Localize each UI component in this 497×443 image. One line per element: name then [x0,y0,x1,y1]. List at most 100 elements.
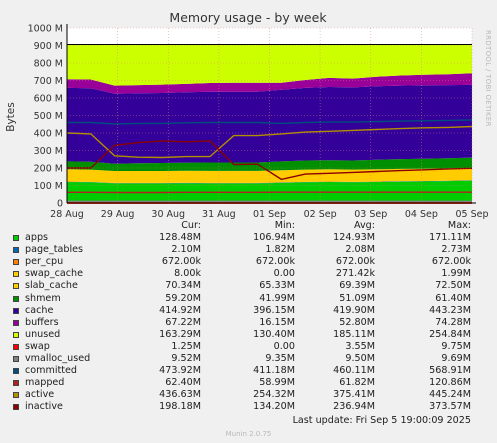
legend-min: 106.94M [253,232,295,244]
legend-cur: 59.20M [165,292,201,304]
legend-row-inactive: inactive 198.18M 134.20M 236.94M 373.57M [0,401,497,413]
x-tick-label: 04 Sep [405,209,438,220]
last-update: Last update: Fri Sep 5 19:00:09 2025 [292,415,471,426]
legend-max: 120.86M [429,377,471,389]
legend-row-vmalloc-used: vmalloc_used 9.52M 9.35M 9.50M 9.69M [0,353,497,365]
legend-max: 672.00k [431,256,471,268]
chart-title: Memory usage - by week [169,10,327,25]
legend-name: swap [25,340,50,352]
legend-name: unused [25,328,61,340]
legend-swatch [13,368,19,375]
legend-row-swap-cache: swap_cache 8.00k 0.00 271.42k 1.99M [0,268,497,280]
line-active [66,125,473,159]
legend-swatch [13,307,19,314]
legend-avg: 375.41M [333,389,375,401]
legend-swatch [13,259,19,266]
y-tick-label: 900 M [34,41,63,52]
legend-row-shmem: shmem 59.20M 41.99M 51.09M 61.40M [0,293,497,305]
munin-version: Munin 2.0.75 [225,430,272,438]
legend-cur: 473.92M [159,365,201,377]
y-tick-label: 300 M [34,146,63,157]
legend-name: inactive [25,401,63,413]
header-avg: Avg: [353,220,375,231]
legend-max: 9.75M [441,340,471,352]
legend-row-committed: committed 473.92M 411.18M 460.11M 568.91M [0,365,497,377]
legend-max: 568.91M [429,365,471,377]
line-committed [67,119,473,125]
legend-max: 171.11M [429,232,471,244]
legend-max: 254.84M [429,328,471,340]
legend-swatch [13,343,19,350]
legend-avg: 672.00k [335,256,375,268]
legend-cur: 128.48M [159,232,201,244]
legend-min: 396.15M [253,304,295,316]
legend-max: 72.50M [435,280,471,292]
legend-row-page-tables: page_tables 2.10M 1.82M 2.08M 2.73M [0,244,497,256]
legend-row-apps: apps 128.48M 106.94M 124.93M 171.11M [0,232,497,244]
legend-min: 130.40M [253,328,295,340]
legend-max: 9.69M [441,353,471,365]
legend-min: 65.33M [259,280,295,292]
legend-name: per_cpu [25,256,64,268]
legend-name: shmem [25,292,61,304]
x-tick-label: 30 Aug [151,209,185,220]
axes: 0 100 M 200 M 300 M 400 M 500 M 600 M 700 M 800 … [28,24,489,221]
line-inactive [67,140,473,181]
legend-cur: 436.63M [159,389,201,401]
legend-swatch [13,319,19,326]
legend: Cur: Min: Avg: Max: apps 128.48M 106.94M 12… [0,220,497,414]
legend-avg: 419.90M [333,304,375,316]
legend-min: 134.20M [253,401,295,413]
legend-avg: 2.08M [345,244,375,256]
legend-name: swap_cache [25,268,84,280]
legend-row-slab-cache: slab_cache 70.34M 65.33M 69.39M 72.50M [0,280,497,292]
legend-row-cache: cache 414.92M 396.15M 419.90M 443.23M [0,305,497,317]
legend-swatch [13,247,19,254]
x-tick-label: 29 Aug [101,209,135,220]
legend-cur: 414.92M [159,304,201,316]
legend-avg: 185.11M [333,328,375,340]
legend-avg: 236.94M [333,401,375,413]
legend-cur: 9.52M [171,353,201,365]
legend-swatch [13,235,19,242]
legend-max: 61.40M [435,292,471,304]
legend-max: 2.73M [441,244,471,256]
y-tick-label: 600 M [34,94,63,105]
legend-row-active: active 436.63M 254.32M 375.41M 445.24M [0,389,497,401]
legend-min: 411.18M [253,365,295,377]
y-tick-label: 100 M [34,181,63,192]
legend-row-swap: swap 1.25M 0.00 3.55M 9.75M [0,341,497,353]
legend-name: buffers [25,316,59,328]
legend-min: 0.00 [273,340,295,352]
legend-swatch [13,283,19,290]
y-tick-label: 1000 M [28,24,63,35]
legend-max: 74.28M [435,316,471,328]
legend-cur: 70.34M [165,280,201,292]
legend-avg: 460.11M [333,365,375,377]
legend-avg: 51.09M [339,292,375,304]
x-tick-label: 02 Sep [304,209,337,220]
header-cur: Cur: [181,220,201,231]
x-tick-label: 31 Aug [202,209,236,220]
legend-avg: 61.82M [339,377,375,389]
legend-min: 0.00 [273,268,295,280]
legend-swatch [13,380,19,387]
legend-avg: 52.80M [339,316,375,328]
legend-cur: 672.00k [161,256,201,268]
legend-min: 1.82M [265,244,295,256]
legend-name: committed [25,365,78,377]
legend-name: mapped [25,377,65,389]
y-tick-label: 400 M [34,129,63,140]
legend-row-buffers: buffers 67.22M 16.15M 52.80M 74.28M [0,317,497,329]
legend-name: cache [25,304,54,316]
legend-swatch [13,356,19,363]
legend-min: 672.00k [255,256,295,268]
x-tick-label: 03 Sep [354,209,387,220]
x-tick-label: 01 Sep [253,209,286,220]
legend-row-per-cpu: per_cpu 672.00k 672.00k 672.00k 672.00k [0,256,497,268]
header-max: Max: [447,220,471,231]
legend-min: 9.35M [265,353,295,365]
legend-swatch [13,271,19,278]
rrdtool-watermark: RRDTOOL / TOBI OETIKER [484,30,492,127]
